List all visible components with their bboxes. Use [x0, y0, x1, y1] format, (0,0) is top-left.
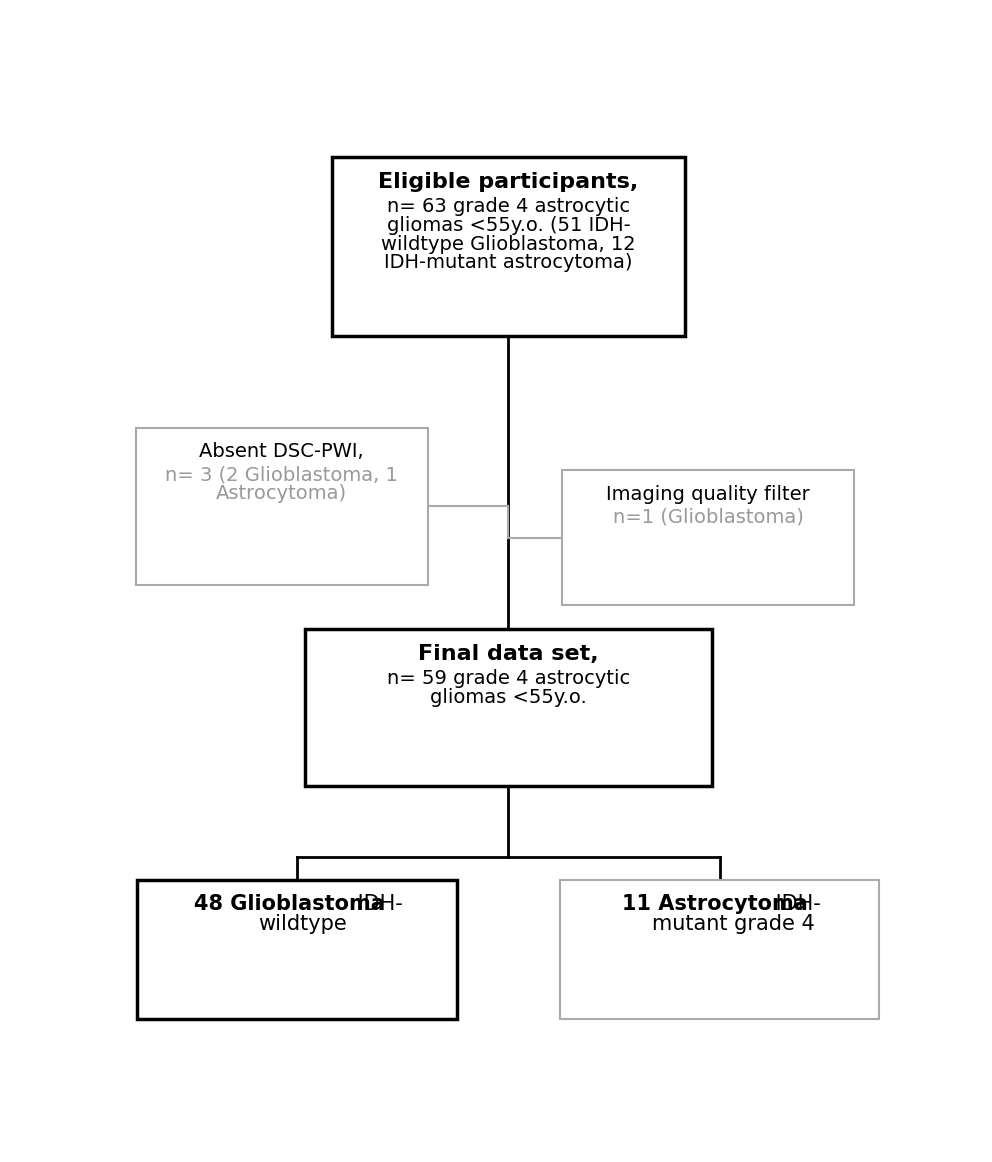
Text: 11 Astrocytoma: 11 Astrocytoma: [622, 894, 808, 914]
Text: IDH-: IDH-: [769, 894, 820, 914]
Text: n=1 (Glioblastoma): n=1 (Glioblastoma): [613, 508, 804, 526]
FancyBboxPatch shape: [560, 880, 879, 1019]
Text: gliomas <55y.o.: gliomas <55y.o.: [430, 688, 587, 706]
Text: n= 59 grade 4 astrocytic: n= 59 grade 4 astrocytic: [387, 669, 630, 688]
FancyBboxPatch shape: [331, 157, 685, 336]
Text: n= 63 grade 4 astrocytic: n= 63 grade 4 astrocytic: [387, 198, 630, 216]
Text: wildtype: wildtype: [258, 914, 347, 934]
FancyBboxPatch shape: [305, 630, 712, 786]
Text: mutant grade 4: mutant grade 4: [652, 914, 814, 934]
Text: wildtype Glioblastoma, 12: wildtype Glioblastoma, 12: [381, 235, 636, 253]
Text: Imaging quality filter: Imaging quality filter: [606, 485, 810, 503]
Text: Absent DSC-PWI,: Absent DSC-PWI,: [199, 442, 364, 461]
Text: Astrocytoma): Astrocytoma): [216, 483, 347, 503]
FancyBboxPatch shape: [138, 880, 456, 1019]
FancyBboxPatch shape: [562, 471, 854, 604]
Text: Final data set,: Final data set,: [418, 644, 599, 664]
FancyBboxPatch shape: [136, 428, 428, 584]
Text: IDH-mutant astrocytoma): IDH-mutant astrocytoma): [384, 253, 633, 272]
Text: gliomas <55y.o. (51 IDH-: gliomas <55y.o. (51 IDH-: [387, 216, 630, 235]
Text: Eligible participants,: Eligible participants,: [378, 172, 639, 192]
Text: n= 3 (2 Glioblastoma, 1: n= 3 (2 Glioblastoma, 1: [165, 465, 398, 485]
Text: IDH-: IDH-: [351, 894, 403, 914]
Text: 48 Glioblastoma: 48 Glioblastoma: [194, 894, 385, 914]
